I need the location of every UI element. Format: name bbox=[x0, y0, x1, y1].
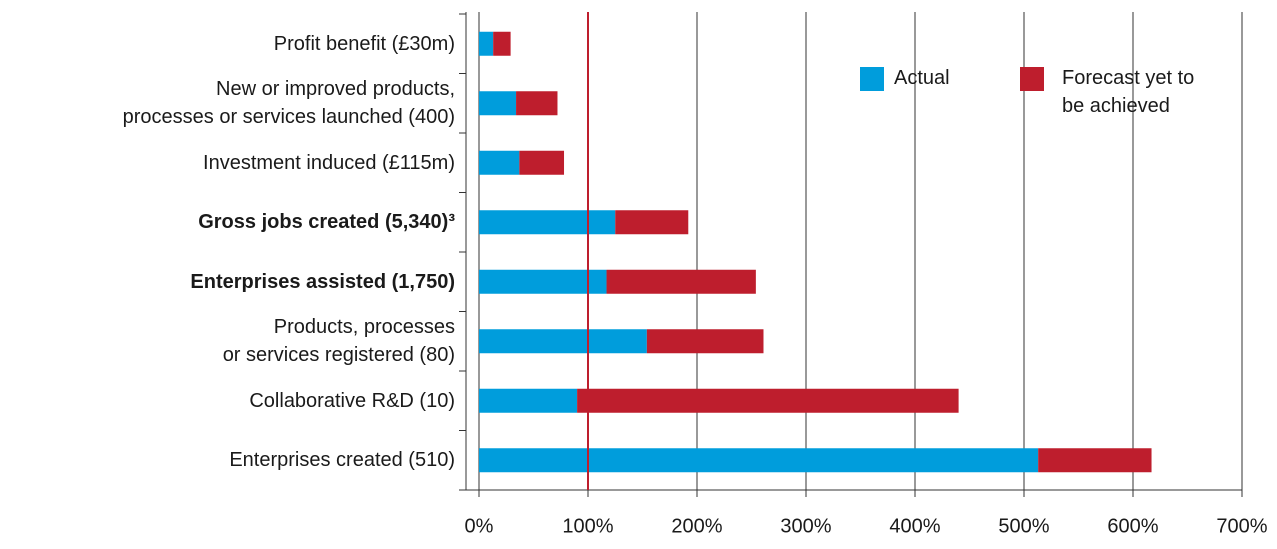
bar-segment bbox=[479, 329, 647, 354]
bar-segment bbox=[606, 269, 756, 294]
y-tick-label: Collaborative R&D (10) bbox=[249, 389, 455, 412]
y-tick-label: New or improved products, processes or s… bbox=[122, 78, 455, 129]
x-tick-label: 300% bbox=[780, 515, 831, 537]
y-tick-label: Gross jobs created (5,340)³ bbox=[198, 211, 455, 234]
x-tick-label: 600% bbox=[1107, 515, 1158, 537]
x-tick-label: 400% bbox=[889, 515, 940, 537]
x-tick-label: 700% bbox=[1216, 515, 1267, 537]
bar-segment bbox=[479, 31, 494, 56]
bar-segment bbox=[519, 150, 565, 175]
bar-segment bbox=[1038, 448, 1152, 473]
y-tick-label: Enterprises created (510) bbox=[229, 449, 455, 472]
bar-segment bbox=[577, 388, 959, 413]
bar-segment bbox=[493, 31, 511, 56]
y-tick-label: Enterprises assisted (1,750) bbox=[190, 270, 455, 293]
legend-swatch bbox=[860, 67, 884, 91]
y-tick-label: Profit benefit (£30m) bbox=[273, 32, 455, 55]
x-tick-label: 200% bbox=[671, 515, 722, 537]
bar-segment bbox=[479, 150, 520, 175]
y-tick-label: Investment induced (£115m) bbox=[203, 151, 455, 174]
bar-segment bbox=[479, 269, 607, 294]
bar-segment bbox=[646, 329, 764, 354]
x-tick-label: 100% bbox=[562, 515, 613, 537]
bar-segment bbox=[479, 388, 578, 413]
legend-label: Actual bbox=[894, 67, 950, 89]
y-tick-label: Products, processes or services register… bbox=[222, 316, 455, 367]
x-tick-label: 0% bbox=[465, 515, 494, 537]
bar-segment bbox=[479, 210, 616, 235]
bar-segment bbox=[615, 210, 689, 235]
bar-segment bbox=[516, 91, 558, 116]
bar-segment bbox=[479, 448, 1039, 473]
x-tick-label: 500% bbox=[998, 515, 1049, 537]
legend-label: Forecast yet to be achieved bbox=[1062, 67, 1195, 117]
bar-segment bbox=[479, 91, 517, 116]
legend-swatch bbox=[1020, 67, 1044, 91]
